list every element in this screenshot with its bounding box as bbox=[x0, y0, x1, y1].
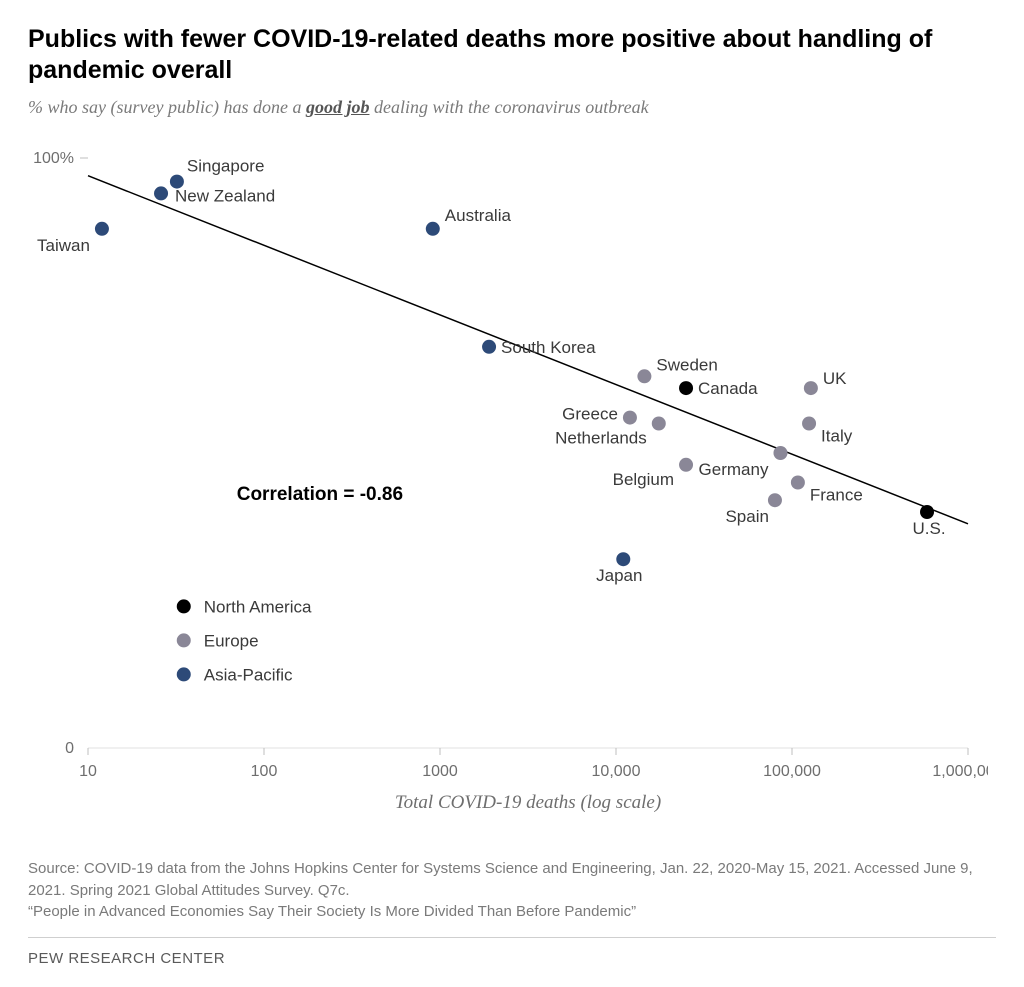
svg-text:0: 0 bbox=[65, 740, 74, 757]
legend-swatch bbox=[177, 599, 191, 613]
brand-attribution: PEW RESEARCH CENTER bbox=[28, 950, 996, 967]
source-note: Source: COVID-19 data from the Johns Hop… bbox=[28, 858, 996, 938]
data-point bbox=[95, 221, 109, 235]
point-label: Netherlands bbox=[555, 428, 647, 447]
point-label: Singapore bbox=[187, 156, 265, 175]
point-label: UK bbox=[823, 369, 847, 388]
chart-title: Publics with fewer COVID-19-related deat… bbox=[28, 24, 996, 87]
data-point bbox=[804, 381, 818, 395]
data-point bbox=[623, 410, 637, 424]
data-point bbox=[170, 174, 184, 188]
data-point bbox=[154, 186, 168, 200]
legend-swatch bbox=[177, 667, 191, 681]
point-label: Australia bbox=[445, 205, 512, 224]
point-label: Canada bbox=[698, 379, 758, 398]
point-label: New Zealand bbox=[175, 186, 275, 205]
data-point bbox=[426, 221, 440, 235]
data-point bbox=[791, 475, 805, 489]
data-point bbox=[802, 416, 816, 430]
source-text: Source: COVID-19 data from the Johns Hop… bbox=[28, 860, 973, 899]
data-point bbox=[637, 369, 651, 383]
point-label: Spain bbox=[725, 507, 768, 526]
point-label: South Korea bbox=[501, 337, 596, 356]
svg-text:1,000,000: 1,000,000 bbox=[932, 763, 988, 780]
svg-text:100: 100 bbox=[251, 763, 278, 780]
svg-text:10,000: 10,000 bbox=[592, 763, 641, 780]
legend-swatch bbox=[177, 633, 191, 647]
point-label: Belgium bbox=[613, 469, 674, 488]
correlation-label: Correlation = -0.86 bbox=[237, 484, 403, 505]
svg-text:1000: 1000 bbox=[422, 763, 458, 780]
point-label: Taiwan bbox=[37, 235, 90, 254]
svg-text:100%: 100% bbox=[33, 150, 74, 167]
svg-text:100,000: 100,000 bbox=[763, 763, 821, 780]
point-label: France bbox=[810, 485, 863, 504]
data-point bbox=[482, 339, 496, 353]
point-label: Greece bbox=[562, 404, 618, 423]
point-label: Sweden bbox=[656, 355, 717, 374]
svg-text:Total COVID-19 deaths (log sca: Total COVID-19 deaths (log scale) bbox=[395, 792, 661, 813]
point-label: U.S. bbox=[912, 519, 945, 538]
chart-svg: 100% 0 10 100 1000 10,000 100,000 1,000,000 Tota… bbox=[28, 148, 988, 828]
data-point bbox=[773, 446, 787, 460]
data-point bbox=[652, 416, 666, 430]
point-label: Italy bbox=[821, 426, 853, 445]
scatter-chart: 100% 0 10 100 1000 10,000 100,000 1,000,000 Tota… bbox=[28, 148, 988, 828]
data-point bbox=[679, 381, 693, 395]
data-point bbox=[920, 505, 934, 519]
chart-subtitle: % who say (survey public) has done a goo… bbox=[28, 97, 996, 118]
legend-label: Asia-Pacific bbox=[204, 665, 293, 684]
chart-footer: Source: COVID-19 data from the Johns Hop… bbox=[28, 858, 996, 967]
subtitle-pre: % who say (survey public) has done a bbox=[28, 97, 306, 117]
point-label: Japan bbox=[596, 566, 642, 585]
legend-label: North America bbox=[204, 597, 312, 616]
svg-text:10: 10 bbox=[79, 763, 97, 780]
data-point bbox=[679, 457, 693, 471]
data-point bbox=[768, 493, 782, 507]
subtitle-emphasis: good job bbox=[306, 97, 370, 117]
point-label: Germany bbox=[699, 460, 769, 479]
legend-label: Europe bbox=[204, 631, 259, 650]
data-point bbox=[616, 552, 630, 566]
subtitle-post: dealing with the coronavirus outbreak bbox=[369, 97, 648, 117]
quote-line: “People in Advanced Economies Say Their … bbox=[28, 903, 636, 920]
